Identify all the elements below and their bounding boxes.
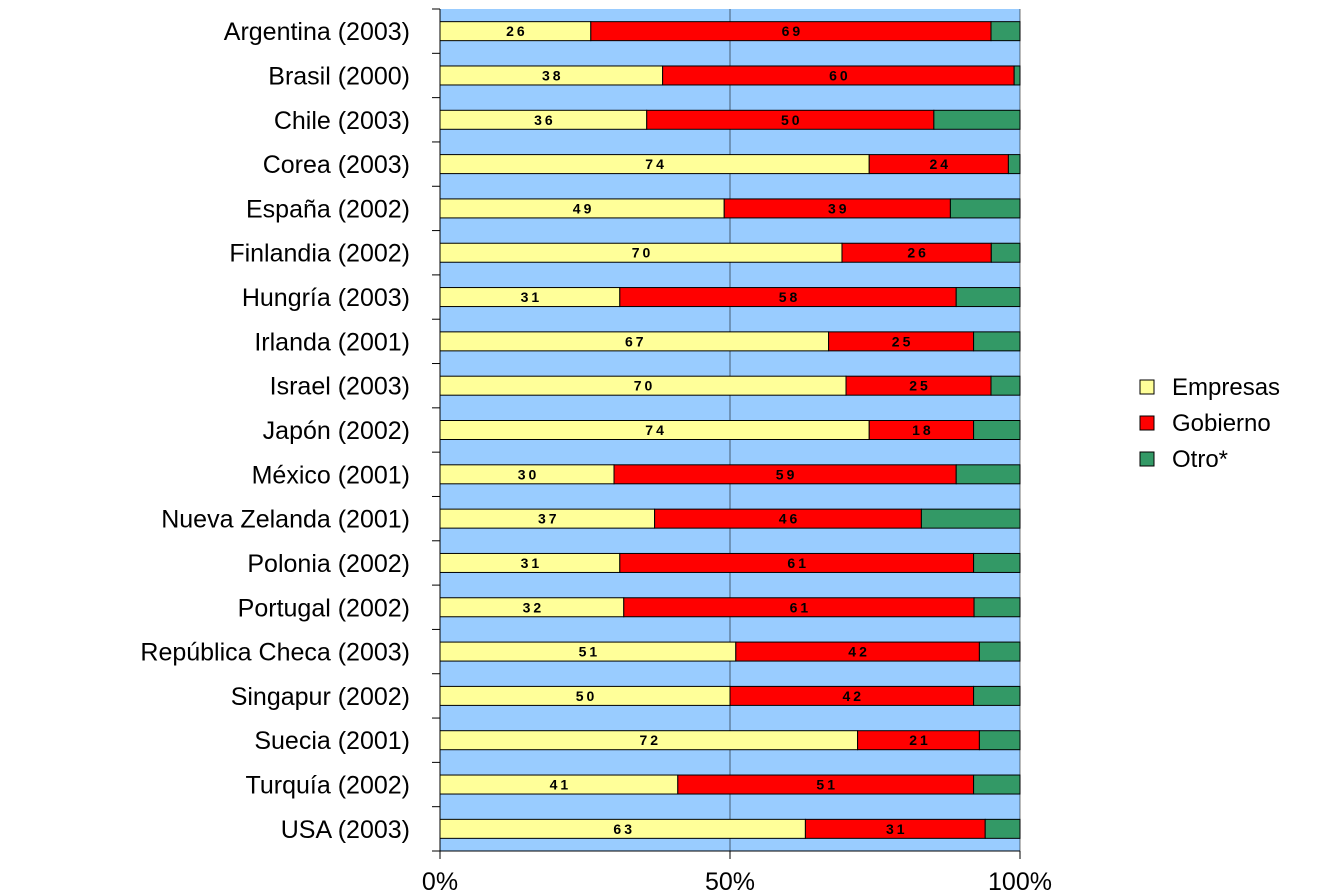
legend-label: Otro*	[1172, 446, 1228, 473]
category-label: México (2001)	[252, 461, 410, 489]
bar-segment-otro	[1013, 65, 1021, 86]
data-label: 36	[534, 112, 556, 128]
data-label: 70	[632, 245, 654, 261]
data-label: 50	[576, 688, 598, 704]
legend-label: Gobierno	[1172, 410, 1271, 437]
data-label: 25	[892, 333, 914, 349]
category-label: Chile (2003)	[274, 107, 410, 135]
data-label: 51	[579, 644, 601, 660]
bar-segment-otro	[978, 730, 1021, 751]
bar-segment-otro	[1007, 154, 1021, 175]
category-label: Portugal (2002)	[238, 594, 410, 622]
data-label: 26	[506, 23, 528, 39]
bar-segment-otro	[978, 641, 1021, 662]
data-label: 46	[779, 511, 801, 527]
category-label: Turquía (2002)	[246, 772, 410, 800]
category-label: Polonia (2002)	[247, 550, 410, 578]
bar-segment-otro	[990, 21, 1021, 42]
data-label: 67	[625, 333, 647, 349]
data-label: 61	[790, 599, 812, 615]
category-label: Nueva Zelanda (2001)	[161, 506, 410, 534]
value-labels: 26 69 38 60 36 50 74 24 49 39 70 26 31 58 67 25 70 25 74 18…	[506, 23, 952, 837]
category-label: España (2002)	[246, 195, 410, 223]
category-label: Corea (2003)	[263, 151, 410, 179]
bar-segment-otro	[933, 109, 1021, 130]
bar-segment-otro	[990, 375, 1021, 396]
bar-segment-otro	[973, 774, 1021, 795]
data-label: 63	[613, 821, 635, 837]
data-label: 24	[930, 156, 952, 172]
category-label: Finlandia (2002)	[229, 240, 410, 268]
x-tick-label: 50%	[705, 868, 755, 895]
category-label: Suecia (2001)	[254, 727, 410, 755]
data-label: 72	[640, 732, 662, 748]
legend-label: Empresas	[1172, 374, 1280, 401]
x-tick-label: 0%	[422, 868, 458, 895]
bar-segment-otro	[920, 508, 1021, 529]
category-label: Japón (2002)	[263, 417, 410, 445]
bar-segment-otro	[955, 287, 1021, 308]
data-label: 39	[828, 200, 850, 216]
bar-segment-otro	[990, 242, 1021, 263]
data-label: 50	[781, 112, 803, 128]
bar-segment-otro	[973, 685, 1021, 706]
data-label: 32	[523, 599, 545, 615]
legend-swatch	[1139, 451, 1155, 467]
data-label: 21	[909, 732, 931, 748]
data-label: 51	[816, 777, 838, 793]
data-label: 41	[550, 777, 572, 793]
category-label: Brasil (2000)	[268, 62, 410, 90]
bar-segment-otro	[973, 597, 1021, 618]
legend-swatch	[1139, 379, 1155, 395]
category-label: Hungría (2003)	[242, 284, 410, 312]
data-label: 31	[886, 821, 908, 837]
x-tick-label: 100%	[988, 868, 1052, 895]
data-label: 69	[782, 23, 804, 39]
bar-segment-otro	[973, 331, 1021, 352]
bar-segment-otro	[973, 420, 1021, 440]
legend-swatch	[1139, 415, 1155, 431]
category-label: Singapur (2002)	[231, 683, 410, 711]
data-label: 37	[538, 511, 560, 527]
bars	[439, 21, 1021, 839]
data-label: 38	[542, 67, 564, 83]
data-label: 25	[909, 378, 931, 394]
data-label: 30	[518, 466, 540, 482]
data-label: 42	[843, 688, 865, 704]
data-label: 58	[779, 289, 801, 305]
data-label: 74	[645, 422, 667, 438]
data-label: 59	[776, 466, 798, 482]
x-axis: 0% 50% 100%	[422, 850, 1052, 895]
legend: Empresas Gobierno Otro*	[1139, 374, 1280, 473]
bar-segment-otro	[955, 464, 1021, 485]
category-label: Argentina (2003)	[224, 18, 410, 46]
data-label: 31	[521, 555, 543, 571]
category-label: Irlanda (2001)	[254, 328, 410, 356]
data-label: 26	[907, 245, 929, 261]
data-label: 74	[645, 156, 667, 172]
bar-segment-otro	[973, 552, 1021, 573]
bar-segment-otro	[984, 818, 1021, 839]
data-label: 42	[848, 644, 870, 660]
bar-segment-otro	[949, 198, 1021, 219]
data-label: 31	[521, 289, 543, 305]
data-label: 60	[829, 67, 851, 83]
data-label: 49	[573, 200, 595, 216]
category-label: USA (2003)	[281, 816, 410, 844]
data-label: 18	[912, 422, 934, 438]
y-axis: Argentina (2003) Brasil (2000) Chile (2003…	[140, 8, 441, 852]
category-label: Israel (2003)	[270, 373, 410, 401]
category-label: República Checa (2003)	[140, 639, 410, 667]
data-label: 70	[634, 378, 656, 394]
data-label: 61	[787, 555, 809, 571]
